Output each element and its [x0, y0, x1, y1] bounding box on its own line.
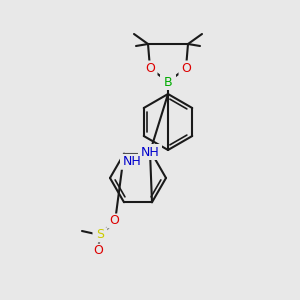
FancyBboxPatch shape	[120, 154, 144, 170]
Text: NH: NH	[141, 146, 159, 158]
FancyBboxPatch shape	[178, 61, 194, 76]
FancyBboxPatch shape	[106, 214, 122, 229]
FancyBboxPatch shape	[92, 227, 107, 242]
FancyBboxPatch shape	[142, 61, 158, 76]
Text: O: O	[109, 214, 119, 227]
Text: O: O	[93, 244, 103, 257]
Text: NH: NH	[123, 155, 141, 168]
Text: O: O	[145, 61, 155, 74]
Text: S: S	[96, 229, 104, 242]
FancyBboxPatch shape	[91, 244, 106, 259]
FancyBboxPatch shape	[160, 74, 176, 90]
Text: O: O	[181, 61, 191, 74]
Text: B: B	[164, 76, 172, 88]
FancyBboxPatch shape	[138, 144, 162, 160]
